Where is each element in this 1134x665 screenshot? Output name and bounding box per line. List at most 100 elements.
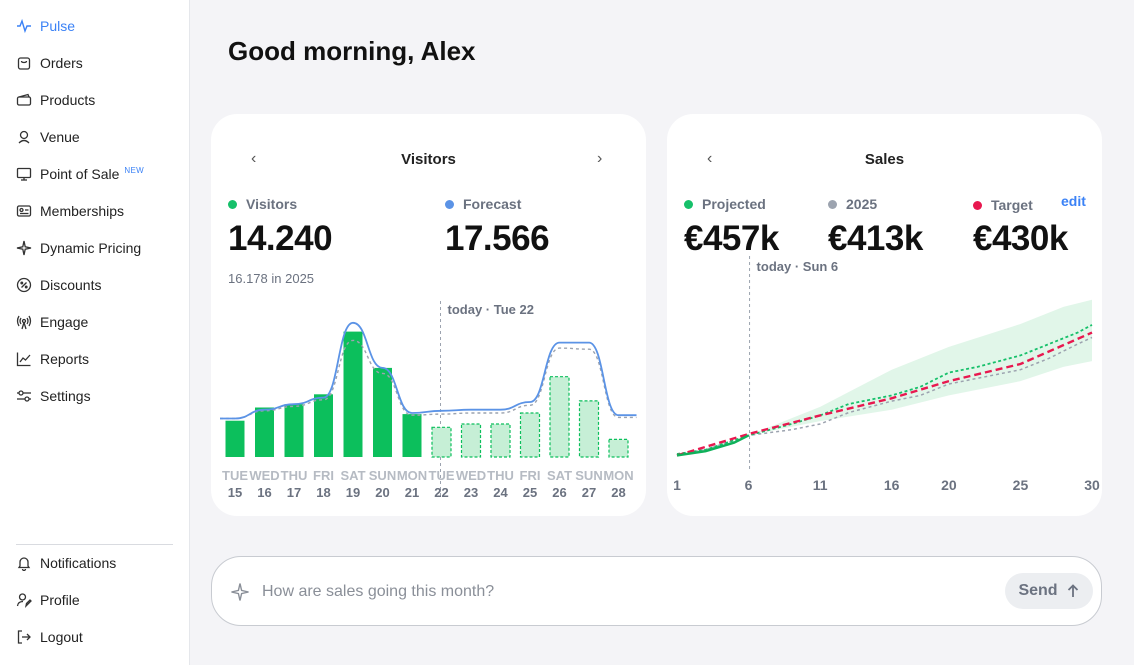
x-axis-tick-label: 25 <box>1013 477 1029 493</box>
ticket-icon <box>16 92 32 108</box>
x-axis-date-label: 20 <box>375 485 389 500</box>
x-axis-date-label: 22 <box>434 485 448 500</box>
sidebar-item-label: Profile <box>40 592 80 608</box>
x-axis-date-label: 24 <box>493 485 508 500</box>
arrow-up-icon <box>1067 584 1078 597</box>
sidebar: Pulse Orders Products Venue Point of Sal… <box>0 0 190 665</box>
sidebar-item-discounts[interactable]: Discounts <box>16 273 101 297</box>
forecast-bar <box>549 376 570 458</box>
sliders-icon <box>16 388 32 404</box>
x-axis-day-label: SUN <box>369 468 396 483</box>
sidebar-item-memberships[interactable]: Memberships <box>16 199 124 223</box>
visitor-bar <box>314 394 333 457</box>
prev-year-value: €413k <box>828 219 923 258</box>
sidebar-item-label: Discounts <box>40 277 102 293</box>
x-axis-day-label: TUE <box>429 468 455 483</box>
sidebar-item-label: Orders <box>40 55 83 71</box>
last-year-line <box>676 336 1093 455</box>
projected-value: €457k <box>684 219 779 258</box>
forecast-bar <box>490 423 511 458</box>
forecast-legend: Forecast <box>445 196 521 212</box>
projected-legend: Projected <box>684 196 766 212</box>
x-axis-day-label: SUN <box>575 468 602 483</box>
logout-icon <box>16 629 32 645</box>
visitor-bar <box>225 420 245 457</box>
today-label: today · Tue 22 <box>448 302 534 317</box>
visitors-legend: Visitors <box>228 196 297 212</box>
x-axis-day-label: WED <box>249 468 279 483</box>
visitor-bar <box>284 404 304 457</box>
sidebar-item-point-of-sale[interactable]: Point of Sale NEW <box>16 162 144 186</box>
projected-line <box>676 324 1093 455</box>
x-axis-date-label: 26 <box>552 485 566 500</box>
sidebar-item-orders[interactable]: Orders <box>16 51 83 75</box>
forecast-dot <box>445 199 454 209</box>
sidebar-divider <box>16 544 173 545</box>
shopping-bag-icon <box>16 55 32 71</box>
bell-icon <box>16 555 32 571</box>
chevron-left-icon[interactable]: ‹ <box>707 150 713 167</box>
visitor-bar <box>402 414 422 457</box>
sidebar-item-engage[interactable]: Engage <box>16 310 88 334</box>
sidebar-item-notifications[interactable]: Notifications <box>16 551 116 575</box>
sidebar-item-dynamic-pricing[interactable]: Dynamic Pricing <box>16 236 141 260</box>
projection-band <box>748 299 1092 436</box>
sidebar-item-profile[interactable]: Profile <box>16 588 80 612</box>
x-axis-tick-label: 30 <box>1084 477 1100 493</box>
chevron-left-icon[interactable]: ‹ <box>251 150 257 167</box>
projected-dot <box>684 199 693 209</box>
x-axis-tick-label: 1 <box>673 477 681 493</box>
sparkles-icon <box>16 240 32 256</box>
sidebar-item-settings[interactable]: Settings <box>16 384 91 408</box>
visitors-dot <box>228 199 237 209</box>
target-dot <box>973 200 982 210</box>
sidebar-item-label: Pulse <box>40 18 76 34</box>
visitor-bar <box>255 407 274 457</box>
user-edit-icon <box>16 592 32 608</box>
sales-card-title: Sales <box>864 151 905 168</box>
target-legend: Target <box>973 197 1033 213</box>
projected-label: Projected <box>702 196 766 212</box>
sidebar-item-label: Notifications <box>40 555 117 571</box>
x-axis-tick-label: 20 <box>941 477 957 493</box>
forecast-bar <box>460 423 482 458</box>
sidebar-item-reports[interactable]: Reports <box>16 347 89 371</box>
sales-chart: today · Sun 61 6 11 16 20 25 30 <box>673 256 1100 493</box>
sidebar-item-label: Memberships <box>40 203 125 219</box>
forecast-bar <box>578 400 600 458</box>
sidebar-item-logout[interactable]: Logout <box>16 625 83 649</box>
last-year-line <box>219 339 637 420</box>
new-badge: NEW <box>124 165 144 175</box>
x-axis-day-label: MON <box>397 468 427 483</box>
forecast-bar <box>608 438 629 458</box>
sidebar-item-venue[interactable]: Venue <box>16 125 80 149</box>
visitors-card-title: Visitors <box>401 151 456 168</box>
chevron-right-icon[interactable]: › <box>597 150 603 167</box>
x-axis-date-label: 19 <box>346 485 360 500</box>
sidebar-item-pulse[interactable]: Pulse <box>16 14 75 38</box>
target-line <box>676 331 1093 457</box>
x-axis-date-label: 15 <box>228 485 242 500</box>
x-axis-date-label: 27 <box>582 485 596 500</box>
sidebar-item-label: Settings <box>40 388 91 404</box>
prev-year-label: 2025 <box>846 196 878 212</box>
id-card-icon <box>16 203 32 219</box>
x-axis-day-label: SAT <box>547 468 572 483</box>
sidebar-item-products[interactable]: Products <box>16 88 95 112</box>
chat-input[interactable] <box>262 579 962 605</box>
discount-icon <box>16 277 32 293</box>
edit-link[interactable]: edit <box>1061 193 1086 209</box>
x-axis-date-label: 25 <box>523 485 537 500</box>
sidebar-item-label: Logout <box>40 629 83 645</box>
x-axis-day-label: FRI <box>313 468 334 483</box>
prev-year-dot <box>828 199 837 209</box>
sparkle-icon <box>231 583 249 601</box>
visitor-bar <box>343 331 363 457</box>
x-axis-day-label: WED <box>456 468 486 483</box>
prev-year-legend: 2025 <box>828 196 877 212</box>
x-axis-date-label: 18 <box>316 485 330 500</box>
chat-bar: Send <box>211 556 1102 626</box>
send-button[interactable]: Send <box>1005 573 1093 609</box>
visitors-value: 14.240 <box>228 219 333 258</box>
visitor-bar <box>373 367 392 457</box>
